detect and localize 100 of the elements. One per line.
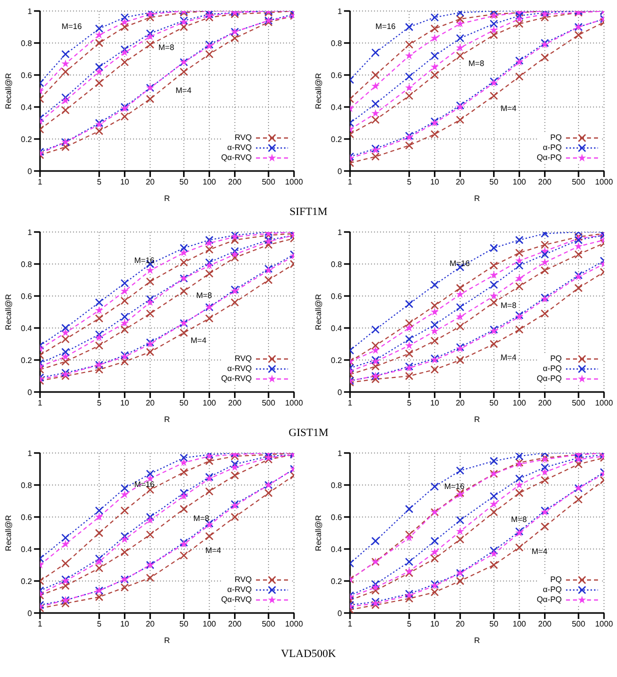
x-tick-label: 500 — [572, 178, 586, 187]
legend-label: Qα-RVQ — [221, 374, 252, 383]
y-tick-label: 0.4 — [20, 102, 33, 112]
legend-label: RVQ — [234, 574, 252, 584]
x-tick-label: 1000 — [595, 398, 614, 408]
x-tick-label: 5 — [406, 620, 412, 629]
x-tick-label: 10 — [120, 620, 130, 629]
y-tick-label: 1 — [338, 228, 343, 237]
x-tick-label: 20 — [146, 178, 156, 187]
legend-label: RVQ — [234, 132, 252, 142]
x-tick-label: 200 — [538, 398, 552, 408]
annotation: M=4 — [205, 546, 222, 556]
x-tick-label: 5 — [406, 398, 412, 408]
legend-label: Qα-PQ — [536, 595, 562, 604]
y-tick-label: 0.6 — [330, 512, 343, 522]
annotation: M=8 — [193, 514, 210, 524]
y-tick-label: 0.4 — [20, 544, 33, 554]
y-tick-label: 0.6 — [330, 70, 343, 80]
y-tick-label: 0.2 — [20, 576, 33, 586]
x-tick-label: 1000 — [285, 620, 304, 629]
x-tick-label: 500 — [572, 620, 586, 629]
annotation: M=16 — [450, 259, 470, 269]
annotation: M=8 — [511, 515, 527, 526]
x-tick-label: 10 — [430, 178, 440, 187]
annotation: M=16 — [62, 22, 82, 32]
y-axis-title: Recall@R — [4, 514, 13, 552]
annotation: M=8 — [500, 300, 516, 311]
x-tick-label: 20 — [146, 620, 156, 629]
text: SIFT1M — [290, 206, 328, 218]
annotation: M=4 — [500, 353, 516, 364]
x-tick-label: 5 — [96, 178, 102, 187]
y-tick-label: 0.2 — [20, 356, 33, 365]
legend-label: α-PQ — [542, 584, 562, 594]
legend-label: α-RVQ — [227, 142, 252, 152]
x-tick-label: 50 — [179, 620, 189, 629]
y-axis-title: Recall@R — [314, 514, 323, 552]
y-tick-label: 0 — [338, 388, 343, 397]
y-tick-label: 0.6 — [330, 292, 343, 301]
annotation: M=4 — [190, 336, 206, 346]
annotation: M=8 — [196, 291, 212, 301]
y-tick-label: 0.8 — [20, 480, 33, 490]
x-tick-label: 50 — [179, 178, 189, 187]
x-tick-label: 1 — [38, 178, 43, 187]
annotation: M=4 — [176, 86, 192, 96]
y-tick-label: 0.8 — [330, 38, 343, 48]
y-tick-label: 0.2 — [330, 576, 343, 586]
x-tick-label: 1 — [348, 178, 353, 187]
x-tick-label: 10 — [430, 620, 440, 629]
annotation: M=8 — [468, 58, 484, 69]
legend-label: PQ — [550, 132, 562, 142]
legend-label: α-RVQ — [227, 364, 252, 373]
x-tick-label: 200 — [228, 398, 242, 408]
x-tick-label: 1000 — [285, 398, 304, 408]
x-tick-label: 500 — [262, 620, 276, 629]
x-axis-title: R — [164, 194, 170, 203]
y-tick-label: 0.8 — [330, 480, 343, 490]
x-tick-label: 1 — [348, 620, 353, 629]
legend-label: Qα-RVQ — [221, 595, 252, 604]
x-tick-label: 20 — [146, 398, 156, 408]
annotation: M=4 — [532, 547, 548, 558]
x-tick-label: 50 — [179, 398, 189, 408]
x-tick-label: 100 — [512, 620, 527, 629]
x-axis-title: R — [474, 636, 480, 645]
legend-label: Qα-PQ — [536, 374, 562, 383]
y-axis-title: Recall@R — [314, 294, 323, 330]
x-tick-label: 20 — [456, 178, 466, 187]
y-tick-label: 1 — [338, 448, 343, 458]
y-tick-label: 1 — [28, 448, 33, 458]
y-tick-label: 0.6 — [20, 512, 33, 522]
legend-label: Qα-RVQ — [221, 153, 252, 162]
x-axis-title: R — [474, 194, 480, 203]
y-tick-label: 0.6 — [20, 70, 33, 80]
x-tick-label: 10 — [120, 398, 130, 408]
x-tick-label: 500 — [262, 398, 276, 408]
y-tick-label: 0.8 — [20, 38, 33, 48]
y-tick-label: 0.4 — [20, 324, 33, 333]
y-tick-label: 0 — [338, 166, 343, 176]
x-axis-title: R — [164, 636, 170, 645]
y-tick-label: 0 — [28, 608, 33, 618]
y-axis-title: Recall@R — [4, 294, 13, 330]
x-tick-label: 20 — [456, 398, 466, 408]
y-tick-label: 0.4 — [330, 544, 343, 554]
legend-label: PQ — [550, 574, 562, 584]
legend-label: Qα-PQ — [536, 153, 562, 162]
legend-label: α-PQ — [542, 142, 562, 152]
y-tick-label: 1 — [338, 6, 343, 16]
annotation: M=16 — [375, 22, 396, 32]
annotation: M=4 — [500, 104, 516, 114]
x-tick-label: 200 — [538, 620, 552, 629]
y-axis-title: Recall@R — [314, 72, 323, 110]
x-tick-label: 50 — [489, 620, 499, 629]
y-axis-title: Recall@R — [4, 72, 13, 110]
annotation: M=16 — [444, 482, 464, 492]
x-tick-label: 100 — [512, 178, 527, 187]
y-tick-label: 0 — [28, 388, 33, 397]
y-tick-label: 0.2 — [330, 356, 343, 365]
x-tick-label: 5 — [406, 178, 412, 187]
x-tick-label: 100 — [202, 398, 217, 408]
legend-label: α-RVQ — [227, 584, 252, 594]
x-tick-label: 50 — [489, 178, 499, 187]
